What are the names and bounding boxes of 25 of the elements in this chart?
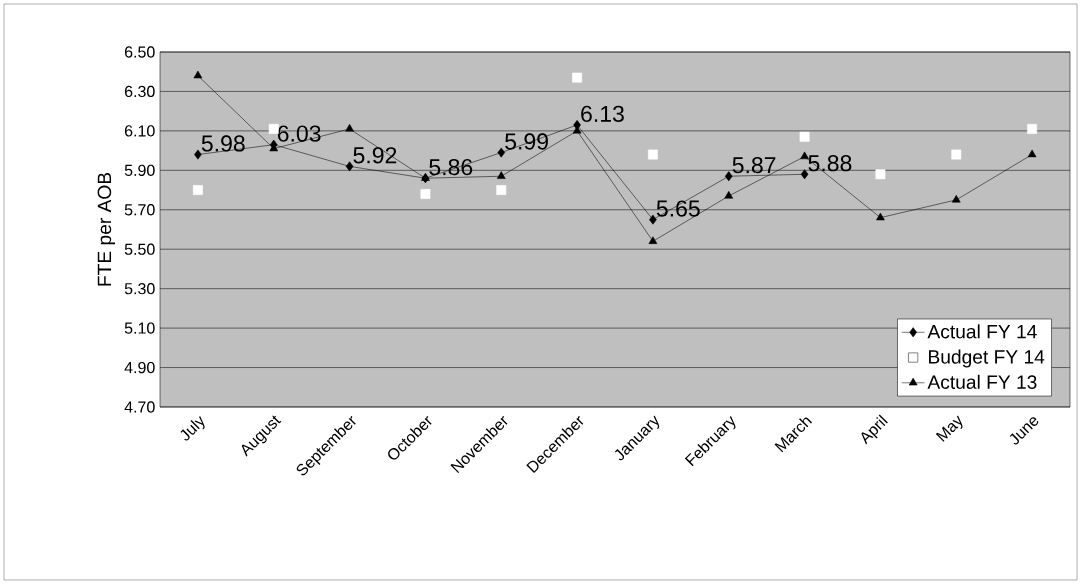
y-tick-label: 4.70 <box>124 401 155 413</box>
y-tick-label: 6.50 <box>124 46 155 58</box>
data-label: 5.99 <box>505 133 548 150</box>
legend-label: Budget FY 14 <box>929 349 1045 368</box>
y-tick-label: 6.10 <box>124 125 155 137</box>
y-tick-label: 5.10 <box>124 322 155 334</box>
y-tick-label: 5.90 <box>124 164 155 176</box>
legend-label: Actual FY 13 <box>927 374 1037 389</box>
x-tick-label: May <box>935 415 963 442</box>
data-label: 5.92 <box>353 147 397 164</box>
data-label: 6.03 <box>277 125 321 142</box>
y-tick-label: 6.30 <box>124 85 155 98</box>
x-tick-label: July <box>180 415 205 441</box>
y-tick-label: 5.30 <box>124 283 155 295</box>
data-label: 5.86 <box>429 158 473 176</box>
y-tick-label: 5.70 <box>124 204 155 216</box>
data-label: 5.87 <box>732 157 776 174</box>
data-label: 5.65 <box>656 200 700 217</box>
y-tick-label: 4.90 <box>124 361 155 374</box>
data-label: 5.98 <box>201 135 245 152</box>
data-label: 6.13 <box>581 105 624 123</box>
y-tick-label: 5.50 <box>124 243 155 255</box>
data-label: 5.88 <box>808 155 852 172</box>
y-axis-title: FTE per AOB <box>97 172 116 286</box>
legend-label: Actual FY 14 <box>927 324 1037 339</box>
